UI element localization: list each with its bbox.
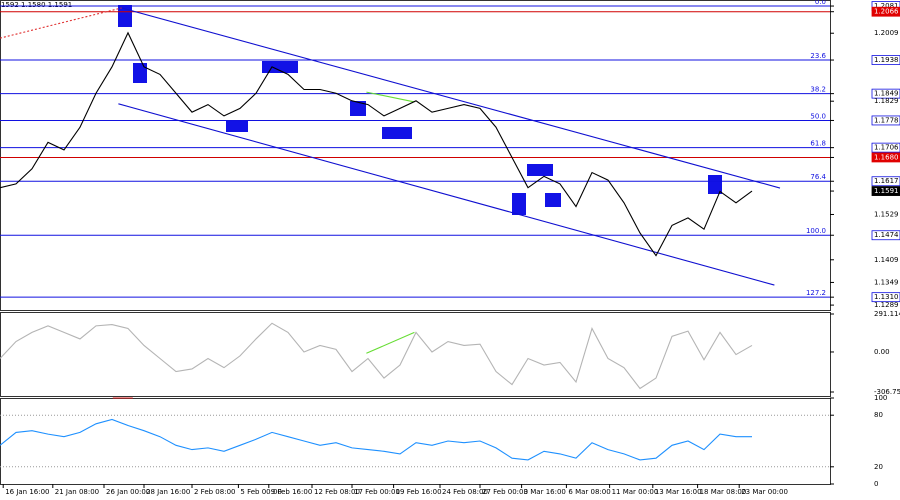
x-tick-label: 2 Feb 08:00 (194, 488, 235, 496)
panel-frame (0, 312, 831, 397)
price-tag (871, 230, 900, 241)
series-line (0, 322, 753, 390)
price-tag (871, 142, 900, 153)
level-label: 0.0 (815, 0, 826, 6)
y-tick-label: 1.1849 (874, 90, 899, 98)
panel-frame (0, 0, 831, 311)
level-label: 127.2 (806, 289, 826, 297)
x-tick-label: 28 Jan 16:00 (146, 488, 190, 496)
y-tick-label: 1.2081 (874, 2, 899, 10)
x-tick-label: 23 Mar 00:00 (741, 488, 788, 496)
y-tick-label: 1.1938 (874, 56, 899, 64)
marker (382, 127, 412, 139)
y-tick-label: 1.1289 (874, 301, 899, 309)
markers (118, 5, 722, 215)
x-tick-label: 3 Mar 16:00 (524, 488, 566, 496)
price-tag (871, 186, 900, 196)
price-tag (871, 115, 900, 126)
price-tag (871, 292, 900, 303)
y-tick-label: 1.1591 (874, 187, 899, 195)
marker (262, 61, 298, 73)
x-tick-label: 13 Mar 16:00 (655, 488, 702, 496)
level-label: 76.4 (810, 173, 826, 181)
series-line (0, 418, 752, 461)
level-label: 61.8 (810, 140, 826, 148)
y-tick-label: 0.00 (874, 348, 890, 356)
marker (527, 164, 553, 176)
price-tag (871, 6, 900, 17)
y-tick-label: 1.2009 (874, 29, 899, 37)
x-tick-label: 19 Feb 16:00 (396, 488, 442, 496)
y-tick-label: 80 (874, 411, 883, 419)
marker (512, 193, 526, 215)
y-tick-label: 1.1680 (874, 153, 899, 161)
x-tick-label: 6 Mar 08:00 (568, 488, 610, 496)
x-tick-label: 16 Jan 16:00 (5, 488, 49, 496)
y-tick-label: 1.1706 (874, 144, 899, 152)
y-tick-label: 1.1349 (874, 278, 899, 286)
y-tick-label: 1.1617 (874, 177, 899, 185)
x-tick-label: 24 Feb 08:00 (442, 488, 488, 496)
panel-frame (0, 398, 831, 485)
series-line (0, 31, 753, 257)
price-tag (871, 176, 900, 187)
y-tick-label: 1.1474 (874, 231, 899, 239)
level-label: 38.2 (810, 86, 826, 94)
price-tag (871, 152, 900, 163)
marker (133, 63, 147, 83)
x-tick-label: 18 Mar 08:00 (700, 488, 747, 496)
marker (545, 193, 561, 207)
trend-line (366, 91, 415, 103)
y-tick-label: 1.1310 (874, 293, 899, 301)
level-label: 100.0 (806, 227, 826, 235)
header: 1592 1.1580 1.1591 (1, 1, 72, 9)
y-tick-label: 1.1778 (874, 116, 899, 124)
x-tick-label: 17 Feb 00:00 (354, 488, 400, 496)
x-tick-label: 9 Feb 16:00 (271, 488, 312, 496)
y-tick-label: 20 (874, 463, 883, 471)
marker (118, 5, 132, 27)
y-tick-label: 1.2066 (874, 8, 899, 16)
x-tick-label: 27 Feb 00:00 (482, 488, 528, 496)
trend-line (366, 331, 415, 354)
level-label: 50.0 (810, 112, 826, 120)
y-tick-label: 291.1149 (874, 310, 900, 318)
y-tick-label: 1.1409 (874, 256, 899, 264)
price-tag (871, 55, 900, 65)
marker (708, 175, 722, 194)
x-tick-label: 21 Jan 08:00 (55, 488, 99, 496)
y-tick-label: 100 (874, 394, 887, 402)
y-tick-label: -306.75 (874, 388, 900, 396)
y-tick-label: 1.1529 (874, 210, 899, 218)
trend-line (118, 103, 775, 286)
trend-line (0, 7, 122, 39)
x-tick-label: 26 Jan 00:00 (106, 488, 150, 496)
x-tick-label: 5 Feb 00:00 (240, 488, 281, 496)
price-tag (871, 88, 900, 99)
marker (226, 120, 248, 132)
y-tick-label: 1.1829 (874, 97, 899, 105)
x-tick-label: 12 Feb 08:00 (314, 488, 360, 496)
x-tick-label: 11 Mar 00:00 (612, 488, 659, 496)
trend-line (121, 7, 781, 189)
level-label: 23.6 (810, 52, 826, 60)
y-tick-label: 0 (874, 480, 878, 488)
marker (350, 101, 366, 116)
